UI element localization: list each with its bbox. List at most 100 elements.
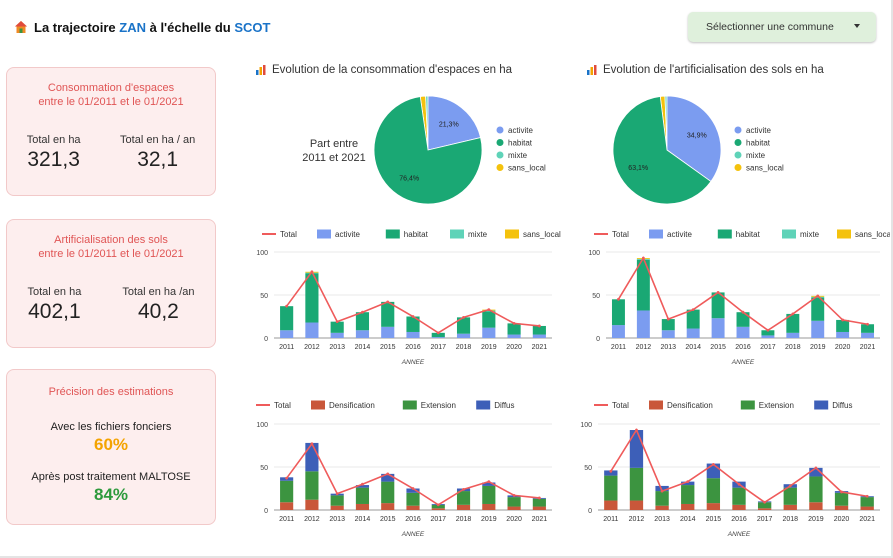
x-tick-label: 2012 [304,516,320,523]
legend-marker-sans_local [734,164,742,171]
total-point [411,487,415,490]
total-point [866,322,869,326]
total-point [310,442,314,446]
bar-segment-activite [305,322,319,338]
y-tick-label: 50 [592,293,600,300]
pie-slice-habitat [612,95,712,205]
bar-segment-habitat [431,332,445,338]
legend-label-extension: Extension [759,401,794,410]
pie-data-label: 21,3% [439,122,459,129]
kpi-annual: Total en ha / an 32,1 [120,134,196,171]
bar-segment-extension [706,478,721,504]
total-point [816,294,820,298]
x-tick-label: 2014 [685,344,701,351]
bar-segment-activite [507,334,521,338]
total-point [537,324,541,328]
bar-segment-extension [783,487,797,505]
legend-label-mixte: mixte [746,151,766,160]
bar-segment-habitat [355,312,370,331]
bar-chart-bar_conso_type: Total Densification Extension Diffus 0 50 100 2… [256,400,552,538]
bar-segment-densification [482,503,496,510]
x-tick-label: 2018 [456,344,472,351]
pie-data-label: 76,4% [399,176,419,183]
bar-segment-activite [406,331,420,338]
legend-marker-mixte [782,229,796,239]
total-point [487,480,491,484]
bar-segment-extension [507,497,521,507]
x-tick-label: 2014 [355,344,371,351]
x-axis-label: ANNEE [401,359,425,366]
total-point [691,308,695,312]
bar-segment-densification [381,503,395,510]
bar-segment-extension [355,487,370,504]
bar-segment-habitat [532,325,546,335]
y-tick-label: 0 [264,508,268,515]
bar-segment-activite [280,330,294,338]
page-title: La trajectoire ZAN à l'échelle du SCOT [34,19,271,35]
bar-segment-extension [732,487,746,505]
legend-label-total: Total [274,401,291,410]
x-tick-label: 2016 [735,344,751,351]
bar-segment-activite [431,337,445,338]
commune-select-label: Sélectionner une commune [706,21,834,33]
bar-segment-activite [532,334,546,338]
commune-select-button[interactable]: Sélectionner une commune [688,12,876,42]
total-point [335,320,339,324]
bar-segment-extension [629,467,644,501]
x-tick-label: 2015 [710,344,726,351]
bar-segment-extension [456,491,471,505]
bar-segment-densification [532,506,546,510]
total-point [310,270,314,274]
pie-data-label: 34,9% [687,133,707,140]
total-point [335,492,339,496]
legend-marker-activite [496,126,504,134]
bar-segment-diffus [406,488,420,493]
x-tick-label: 2017 [430,516,446,523]
legend-marker-mixte [496,151,504,159]
bar-segment-habitat [406,316,420,332]
x-tick-label: 2015 [380,516,396,523]
caret-down-icon [854,24,860,28]
y-tick-label: 50 [260,465,268,472]
panel-title-consommation: Evolution de la consommation d'espaces e… [256,64,512,76]
legend-marker-activite [317,229,331,239]
bar-segment-habitat [661,319,675,331]
bar-segment-activite [786,332,800,338]
x-tick-label: 2019 [810,344,826,351]
bar-segment-habitat [636,259,650,311]
legend-marker-diffus [476,400,491,410]
total-point [537,496,541,500]
total-point [436,503,440,507]
bar-segment-densification [834,505,849,510]
x-tick-label: 2016 [731,516,747,523]
total-point [766,328,770,332]
bar-segment-densification [507,506,521,510]
bar-segment-diffus [809,467,823,477]
total-point [512,321,516,325]
total-point [763,500,767,504]
bar-chart-bar_artif_dest: Total activite habitat mixte sans_local 0 50 10… [588,229,890,366]
legend-label-sans_local: sans_local [508,164,546,173]
pie-slice-activite [427,95,482,151]
legend-label-sans_local: sans_local [746,164,784,173]
bar-segment-diffus [482,482,496,486]
bar-segment-extension [406,492,420,506]
y-tick-label: 0 [264,336,268,343]
x-tick-label: 2019 [481,344,497,351]
legend-label-mixte: mixte [468,230,488,239]
legend-label-diffus: Diffus [494,401,514,410]
legend-marker-sans_local [505,229,519,239]
legend-label-extension: Extension [421,401,456,410]
x-tick-label: 2020 [506,516,522,523]
x-tick-label: 2017 [430,344,446,351]
total-point [361,482,364,486]
legend-label-activite: activite [667,230,692,239]
bar-segment-habitat [786,313,800,333]
bar-segment-habitat [456,317,471,334]
bar-segment-activite [661,330,675,338]
bar-segment-densification [355,503,370,510]
total-point [711,463,715,466]
legend-marker-densification [311,400,325,410]
total-point [737,482,741,486]
